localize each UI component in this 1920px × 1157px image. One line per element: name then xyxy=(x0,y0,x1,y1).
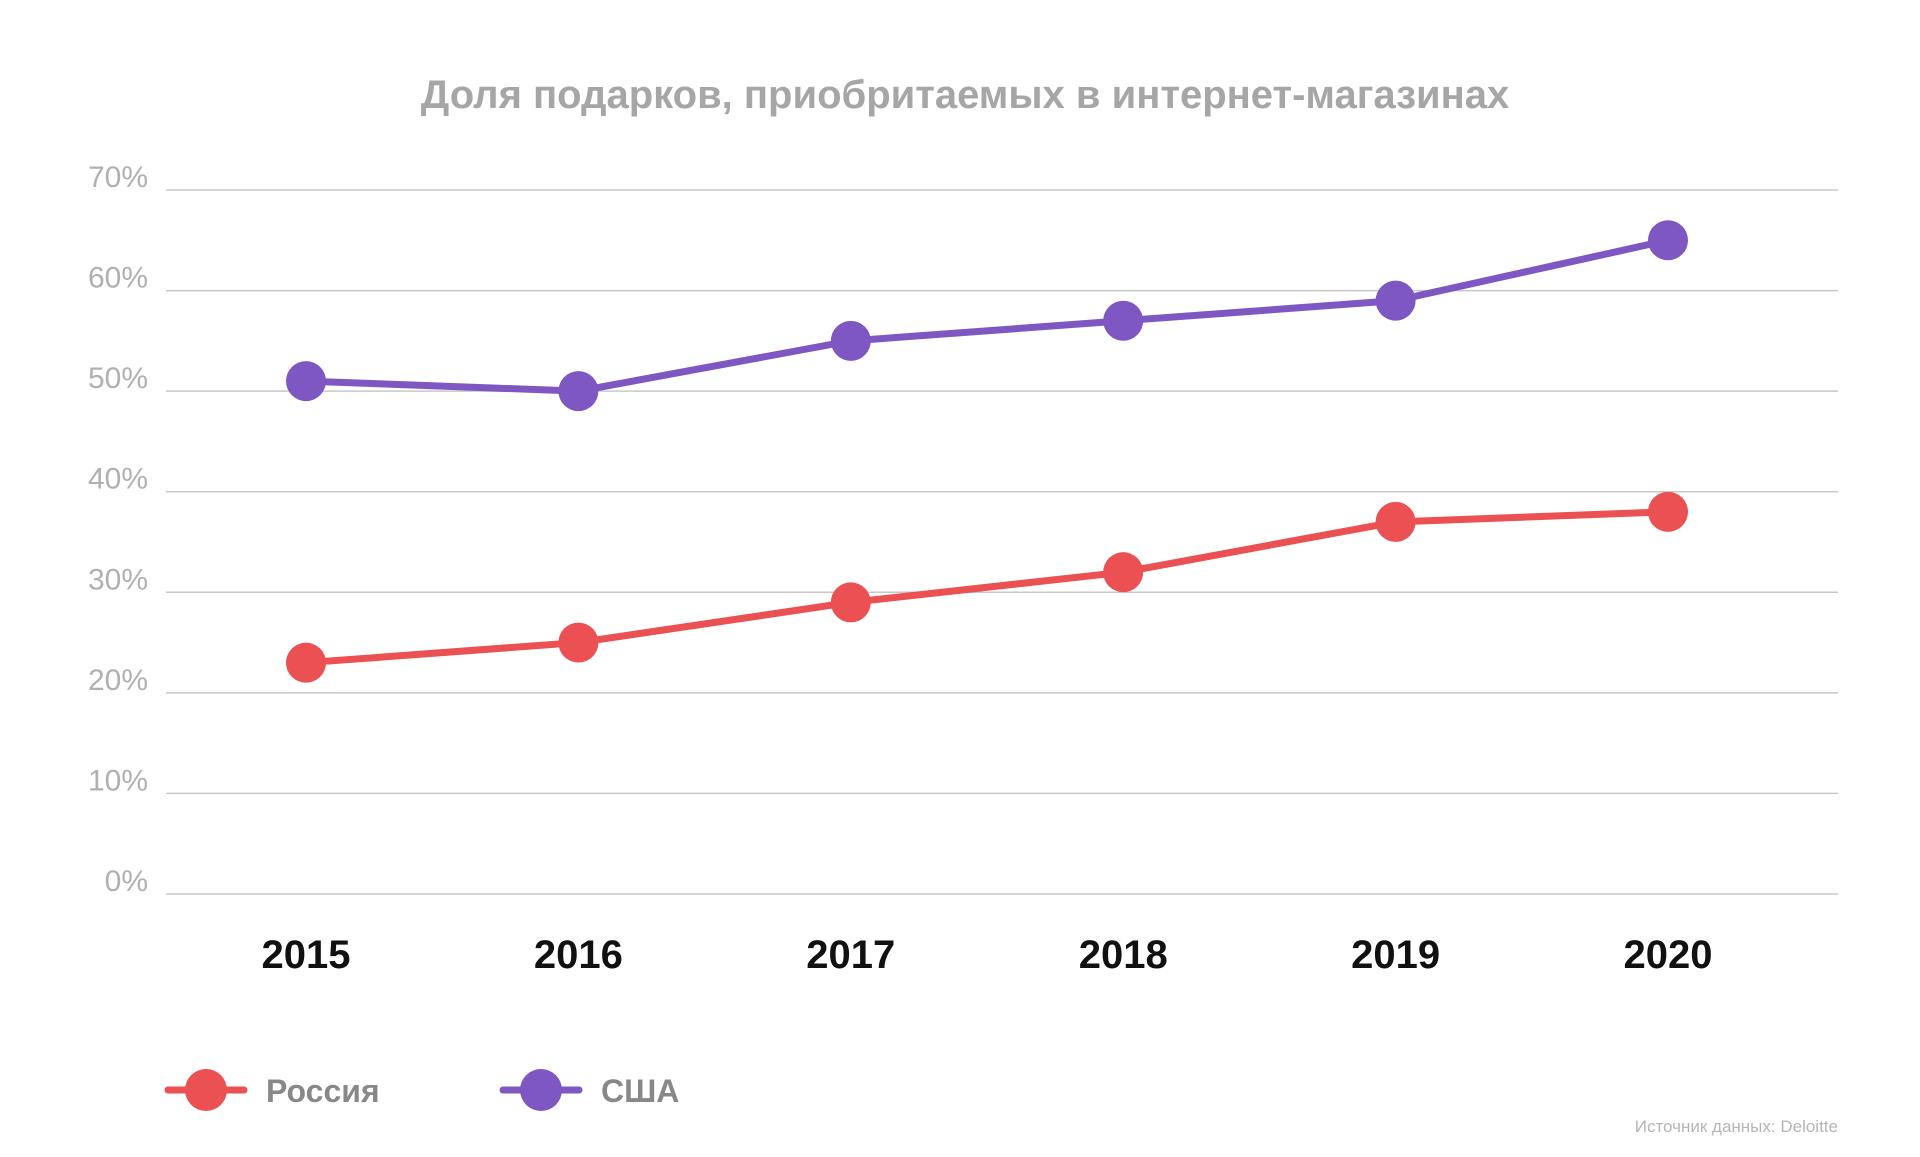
y-tick-label: 50% xyxy=(88,362,148,395)
x-tick-label: 2015 xyxy=(262,933,351,977)
legend-dot-marker xyxy=(520,1069,562,1111)
source-note: Источник данных: Deloitte xyxy=(1635,1117,1838,1136)
legend-item: США xyxy=(499,1069,679,1111)
x-tick-label: 2018 xyxy=(1079,933,1168,977)
data-point xyxy=(1103,552,1144,593)
data-point xyxy=(286,361,326,402)
y-tick-label: 0% xyxy=(105,865,148,898)
y-tick-label: 60% xyxy=(88,262,148,295)
data-point xyxy=(286,642,326,683)
x-axis-tick-labels: 2015 2016 2017 2018 2019 2020 xyxy=(262,933,1713,977)
chart-title: Доля подарков, приобритаемых в интернет-… xyxy=(421,73,1510,117)
data-point xyxy=(558,622,599,663)
data-point xyxy=(1648,220,1688,261)
data-point xyxy=(830,582,871,623)
y-tick-label: 30% xyxy=(88,563,148,596)
legend-label: США xyxy=(601,1073,679,1109)
x-tick-label: 2019 xyxy=(1351,933,1440,977)
legend-item: Россия xyxy=(164,1069,380,1111)
y-tick-label: 20% xyxy=(88,664,148,697)
x-tick-label: 2017 xyxy=(806,933,895,977)
series-line xyxy=(302,236,1672,395)
series-line xyxy=(302,508,1672,667)
gridlines xyxy=(166,189,1838,895)
data-point xyxy=(1375,501,1416,542)
y-tick-label: 40% xyxy=(88,463,148,496)
y-tick-label: 10% xyxy=(88,764,148,797)
legend-label: Россия xyxy=(266,1073,380,1109)
y-axis-tick-labels: 0% 10% 20% 30% 40% 50% 60% 70% xyxy=(88,161,148,898)
x-tick-label: 2020 xyxy=(1624,933,1713,977)
y-tick-label: 70% xyxy=(88,161,148,194)
data-point xyxy=(830,320,871,361)
legend-dot-marker xyxy=(185,1069,227,1111)
series-1 xyxy=(286,220,1688,412)
legend: Россия США xyxy=(164,1069,679,1111)
data-point xyxy=(1375,280,1416,321)
data-point xyxy=(1648,491,1688,532)
data-point xyxy=(558,371,599,412)
data-point xyxy=(1103,300,1144,341)
series-0 xyxy=(286,491,1688,683)
series-lines xyxy=(286,220,1688,683)
x-tick-label: 2016 xyxy=(534,933,623,977)
